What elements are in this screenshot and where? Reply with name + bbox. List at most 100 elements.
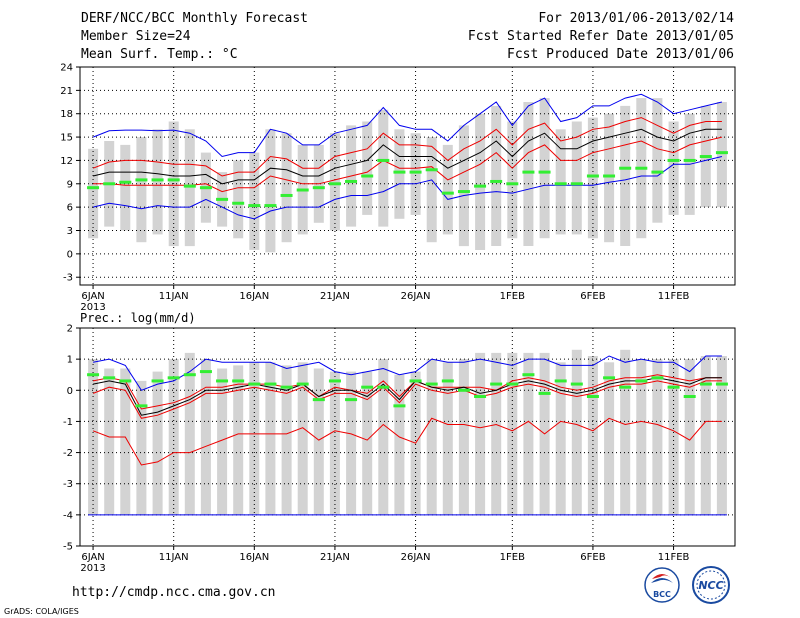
prec-p75-line [93, 374, 722, 410]
temp-range-bar [555, 129, 566, 235]
temp-p25-line [93, 136, 723, 193]
prec-range-bar [329, 371, 340, 515]
temp-xtick-label: 21JAN [320, 291, 350, 302]
temp-range-bar [620, 105, 631, 247]
prec-range-bar [587, 356, 598, 515]
temp-xtick-label: 1FEB [500, 291, 525, 302]
prec-range-bar [700, 356, 711, 515]
prec-ytick-label: -4 [63, 510, 73, 521]
temp-range-bar [491, 105, 502, 247]
prec-range-bar [265, 362, 276, 515]
temp-range-bar [668, 121, 679, 215]
temp-range-bar [587, 117, 598, 239]
prec-range-bar [652, 359, 663, 515]
prec-ytick-label: 2 [67, 324, 73, 335]
prec-xtick-label: 16JAN [239, 552, 269, 563]
temp-range-bar [281, 133, 292, 243]
temp-ytick-label: 12 [60, 156, 73, 167]
prec-plot-frame [79, 327, 736, 547]
temp-range-bar [539, 98, 550, 239]
prec-ytick-label: 0 [67, 386, 73, 397]
prec-range-bar [346, 371, 357, 515]
prec-range-bar [233, 365, 244, 515]
prec-panel-label: Prec.: log(mm/d) [80, 311, 196, 325]
temp-range-bar [604, 113, 615, 243]
temp-range-bar [410, 133, 421, 215]
prec-ytick-label: -5 [63, 542, 73, 553]
temp-mean-line [92, 128, 722, 185]
prec-max-line [93, 355, 722, 391]
prec-range-bar [120, 368, 131, 515]
prec-range-bar [104, 368, 115, 515]
temp-range-bar [378, 109, 389, 227]
temp-xtick-label: 6FEB [580, 291, 605, 302]
temp-range-bar [716, 102, 727, 208]
prec-range-bar [571, 349, 582, 515]
chart-title: DERF/NCC/BCC Monthly Forecast [81, 11, 308, 26]
temp-ytick-label: 18 [60, 109, 73, 120]
grads-credit: GrADS: COLA/IGES [4, 607, 79, 616]
temp-max-line [92, 93, 723, 158]
prec-range-bar [281, 365, 292, 515]
prec-range-bar [491, 352, 502, 515]
ncc-logo: NCC [692, 566, 730, 604]
temp-year-label: 2013 [80, 302, 105, 313]
temp-range-bar [329, 133, 340, 231]
prec-min-line [92, 417, 722, 466]
prec-range-bar [523, 352, 534, 515]
prec-xtick-label: 6FEB [580, 552, 605, 563]
temp-ytick-label: 24 [60, 63, 73, 74]
temp-range-bar [249, 152, 260, 250]
prec-ytick-label: 1 [67, 355, 73, 366]
prec-ytick-label: -1 [63, 417, 73, 428]
prec-range-bar [604, 362, 615, 515]
temp-range-bar [394, 129, 405, 219]
prec-range-bar [297, 362, 308, 515]
prec-mean-line [93, 377, 722, 416]
prec-ytick-label: -3 [63, 479, 73, 490]
bcc-logo: BCC [644, 567, 680, 603]
prec-range-bar [249, 362, 260, 515]
temp-min-line [92, 156, 723, 220]
prec-range-bar [313, 368, 324, 515]
temp-range-bar [120, 144, 131, 231]
temp-range-bar [152, 129, 163, 235]
temp-range-bar [458, 125, 469, 247]
temp-range-bar [362, 121, 373, 215]
footer-url[interactable]: http://cmdp.ncc.cma.gov.cn [72, 585, 276, 600]
temp-xtick-label: 11JAN [159, 291, 189, 302]
prec-range-bar [442, 362, 453, 515]
temp-range-bar [652, 98, 663, 223]
temp-range-bar [265, 129, 276, 253]
temp-ytick-label: 9 [67, 179, 73, 190]
prec-range-bar [507, 352, 518, 515]
prec-range-bar [458, 359, 469, 515]
prec-xtick-label: 26JAN [401, 552, 431, 563]
prec-year-label: 2013 [80, 563, 105, 574]
temp-range-bar [233, 160, 244, 239]
temp-range-bar [475, 113, 486, 250]
prec-range-bar [394, 374, 405, 515]
temp-plot-frame [79, 66, 736, 286]
temp-xtick-label: 6JAN [81, 291, 104, 302]
prec-xtick-label: 11JAN [159, 552, 189, 563]
variable-label: Mean Surf. Temp.: °C [81, 47, 238, 62]
temp-range-bar [523, 102, 534, 246]
prec-range-bar [716, 356, 727, 515]
prec-range-bar [136, 380, 147, 515]
temp-ytick-label: 6 [67, 203, 73, 214]
prec-range-bar [475, 352, 486, 515]
temp-p75-line [92, 117, 722, 177]
temp-ytick-label: 15 [60, 133, 73, 144]
prec-range-bar [684, 359, 695, 515]
forecast-period: For 2013/01/06-2013/02/14 [538, 11, 734, 26]
prec-xtick-label: 21JAN [320, 552, 350, 563]
temp-range-bar [442, 144, 453, 235]
temp-xtick-label: 11FEB [658, 291, 690, 302]
prec-p25-line [92, 380, 722, 419]
prec-range-bar [200, 359, 211, 515]
prec-range-bar [426, 359, 437, 515]
temperature-panel: -3 0 3 6 9 12 15 18 21 24 6JAN 11JAN 16JAN 21JAN 26JAN… [60, 63, 736, 313]
